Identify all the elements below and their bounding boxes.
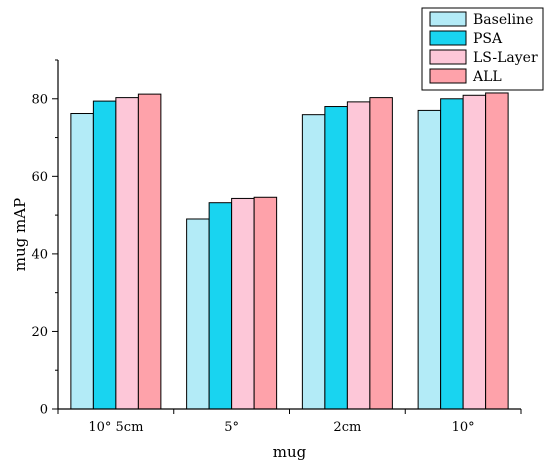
legend-swatch-all bbox=[429, 68, 467, 84]
y-tick-label-80: 80 bbox=[31, 92, 48, 107]
bar-all-3 bbox=[485, 92, 509, 410]
y-tick-label-0: 0 bbox=[40, 403, 48, 418]
legend-label-psa: PSA bbox=[473, 31, 503, 47]
y-tick-label-40: 40 bbox=[31, 247, 48, 262]
bar-ls-layer-3 bbox=[462, 94, 487, 410]
legend-label-baseline: Baseline bbox=[473, 12, 533, 28]
bar-psa-1 bbox=[208, 202, 233, 410]
x-tick-label-0: 10° 5cm bbox=[88, 420, 143, 435]
legend-label-all: ALL bbox=[472, 69, 502, 85]
bar-psa-2 bbox=[324, 106, 348, 410]
bar-baseline-1 bbox=[186, 218, 210, 410]
bar-ls-layer-2 bbox=[346, 101, 371, 410]
x-tick-label-3: 10° bbox=[452, 420, 475, 435]
bar-baseline-2 bbox=[301, 114, 326, 410]
bar-all-0 bbox=[137, 93, 162, 410]
x-axis-title: mug bbox=[273, 443, 307, 461]
legend-label-ls-layer: LS-Layer bbox=[473, 50, 538, 66]
legend-swatch-ls-layer bbox=[429, 49, 467, 65]
bar-psa-3 bbox=[440, 98, 464, 410]
y-tick-label-20: 20 bbox=[31, 325, 48, 340]
bar-baseline-3 bbox=[417, 109, 442, 410]
bar-all-2 bbox=[369, 97, 393, 410]
bar-all-1 bbox=[253, 196, 278, 410]
x-tick-label-2: 2cm bbox=[333, 420, 361, 435]
bar-psa-0 bbox=[92, 100, 117, 410]
bar-ls-layer-0 bbox=[115, 97, 139, 410]
y-tick-label-60: 60 bbox=[31, 170, 48, 185]
legend-swatch-psa bbox=[429, 30, 467, 46]
legend-swatch-baseline bbox=[429, 11, 467, 27]
y-axis-title: mug mAP bbox=[11, 198, 29, 271]
bar-ls-layer-1 bbox=[231, 197, 255, 410]
bar-baseline-0 bbox=[70, 113, 94, 410]
x-tick-label-1: 5° bbox=[224, 420, 239, 435]
